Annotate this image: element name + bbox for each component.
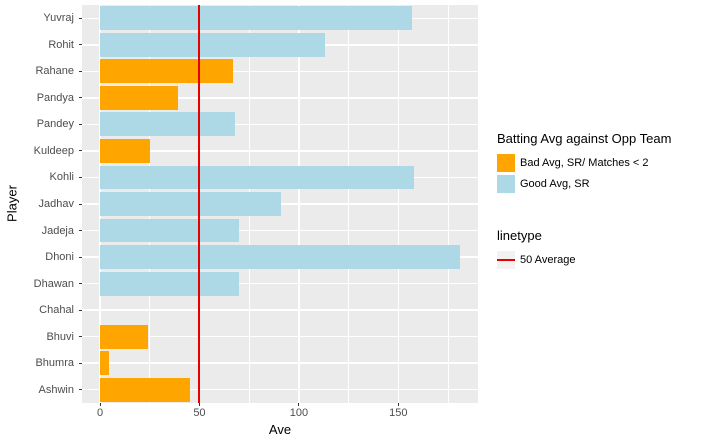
legend-item-label: 50 Average — [520, 254, 576, 266]
legend-line-swatch — [497, 259, 515, 261]
bar-ashwin — [100, 377, 190, 402]
legend-key-good — [497, 175, 515, 193]
bar-bhumra — [100, 351, 109, 376]
axis-tick — [79, 70, 82, 72]
bar-pandey — [100, 112, 236, 137]
gridline-major — [298, 5, 300, 403]
gridline-horizontal — [82, 229, 478, 232]
gridline-major — [397, 5, 400, 403]
y-tick-label: Kohli — [49, 171, 74, 184]
axis-tick — [198, 403, 200, 406]
y-tick-label: Jadeja — [41, 224, 74, 237]
legend-fill: Batting Avg against Opp Team Bad Avg, SR… — [497, 131, 671, 196]
axis-tick — [99, 403, 101, 406]
gridline-horizontal — [82, 97, 478, 99]
gridline-horizontal — [82, 150, 478, 152]
legend-item-bad: Bad Avg, SR/ Matches < 2 — [497, 154, 671, 172]
axis-tick — [79, 97, 82, 99]
gridline-horizontal — [82, 362, 478, 364]
axis-tick — [298, 403, 300, 406]
gridline-horizontal — [82, 309, 478, 311]
bar-bhuvi — [100, 324, 148, 349]
legend-fill-title: Batting Avg against Opp Team — [497, 131, 672, 146]
bar-jadeja — [100, 218, 240, 243]
legend-item-label: Good Avg, SR — [520, 178, 590, 190]
bar-kuldeep — [100, 138, 150, 163]
gridline-horizontal — [82, 388, 478, 391]
y-axis-labels: Yuvraj Rohit Rahane Pandya Pandey Kuldeep Kohl… — [0, 0, 76, 420]
x-tick-label: 150 — [389, 407, 408, 419]
legend-item-good: Good Avg, SR — [497, 175, 671, 193]
axis-tick — [79, 256, 82, 258]
y-tick-label: Rohit — [48, 38, 74, 51]
legend-linetype: linetype 50 Average — [497, 228, 575, 272]
gridline-minor — [348, 5, 350, 403]
axis-tick — [79, 44, 82, 46]
axis-tick — [79, 336, 82, 338]
axis-tick — [79, 389, 82, 391]
plot-panel — [82, 5, 478, 403]
axis-tick — [79, 17, 82, 19]
gridline-minor — [447, 5, 449, 403]
bar-pandya — [100, 85, 178, 110]
legend-key-bad — [497, 154, 515, 172]
axis-tick — [79, 230, 82, 232]
axis-tick — [79, 283, 82, 285]
axis-tick — [79, 362, 82, 364]
legend-item-label: Bad Avg, SR/ Matches < 2 — [520, 157, 649, 169]
bar-dhawan — [100, 271, 240, 296]
x-axis-title: Ave — [268, 422, 292, 437]
axis-tick — [79, 150, 82, 152]
axis-tick — [397, 403, 399, 406]
gridline-horizontal — [82, 282, 478, 285]
x-tick-label: 0 — [96, 407, 104, 419]
bar-rahane — [100, 59, 234, 84]
y-tick-label: Ashwin — [38, 383, 74, 396]
y-tick-label: Chahal — [39, 304, 74, 317]
y-tick-label: Rahane — [35, 65, 74, 78]
y-tick-label: Kuldeep — [33, 144, 74, 157]
gridline-horizontal — [82, 123, 478, 126]
y-axis-title: Player — [4, 185, 20, 222]
y-tick-label: Pandey — [36, 118, 74, 131]
legend-key-linetype — [497, 251, 515, 269]
axis-tick — [79, 203, 82, 205]
bar-kohli — [100, 165, 415, 190]
axis-tick — [79, 176, 82, 178]
y-tick-label: Dhawan — [33, 277, 74, 290]
bar-jadhav — [100, 192, 281, 216]
gridline-horizontal — [82, 335, 478, 338]
y-tick-label: Bhumra — [35, 357, 74, 370]
legend-item-50-average: 50 Average — [497, 251, 575, 269]
bar-rohit — [100, 32, 325, 57]
y-tick-label: Pandya — [36, 91, 74, 104]
reference-line-50-average — [198, 5, 201, 403]
y-tick-label: Dhoni — [45, 251, 74, 264]
y-tick-label: Bhuvi — [46, 330, 74, 343]
axis-tick — [79, 309, 82, 311]
x-tick-label: 50 — [193, 407, 206, 419]
bar-dhoni — [100, 245, 460, 269]
x-tick-label: 100 — [289, 407, 309, 419]
bar-yuvraj — [100, 6, 413, 31]
y-tick-label: Yuvraj — [43, 12, 74, 25]
y-tick-label: Jadhav — [38, 198, 74, 210]
axis-tick — [79, 123, 82, 125]
legend-linetype-title: linetype — [497, 228, 542, 243]
gridline-horizontal — [82, 70, 478, 73]
